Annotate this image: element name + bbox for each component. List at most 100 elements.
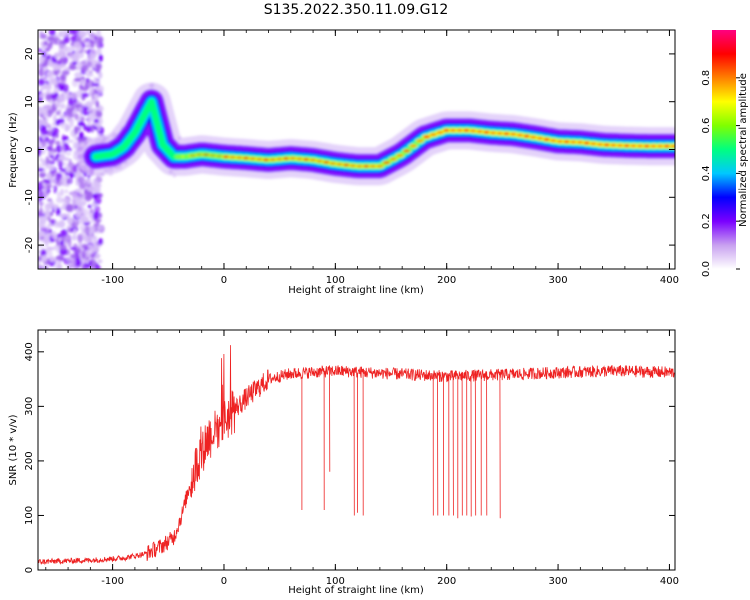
noise-blob xyxy=(43,40,49,46)
noise-blob xyxy=(68,117,74,126)
noise-blob xyxy=(78,106,83,113)
noise-blob xyxy=(90,48,96,55)
noise-blob xyxy=(73,77,82,82)
noise-blob xyxy=(78,50,84,54)
colorbar-ticks: 0.0 0.2 0.4 0.6 0.8 xyxy=(701,70,740,277)
noise-blob xyxy=(63,36,70,44)
ridge-core-peak xyxy=(416,139,424,143)
noise-blob xyxy=(48,202,52,208)
noise-blob xyxy=(54,40,58,45)
noise-blob xyxy=(38,124,42,130)
noise-blob xyxy=(38,171,46,178)
colorbar-gradient xyxy=(712,30,736,269)
noise-blob xyxy=(83,188,88,195)
noise-blob xyxy=(52,34,59,39)
noise-blob xyxy=(45,123,52,129)
noise-blob xyxy=(49,165,55,171)
ridge-core-peak xyxy=(643,144,651,148)
noise-blob xyxy=(92,83,100,87)
noise-blob xyxy=(89,101,96,106)
noise-blob xyxy=(88,104,92,111)
noise-blob xyxy=(39,226,47,230)
ridge-core-peak xyxy=(403,149,411,153)
noise-blob xyxy=(52,114,57,123)
ridge-core-peak xyxy=(262,158,270,162)
noise-blob xyxy=(77,176,86,184)
noise-blob xyxy=(69,173,75,178)
y-tick-label: 10 xyxy=(24,95,35,108)
noise-blob xyxy=(67,53,76,60)
noise-blob xyxy=(47,35,54,42)
ridge-core-peak xyxy=(429,133,437,137)
noise-blob xyxy=(53,265,62,269)
noise-blob xyxy=(66,212,71,219)
noise-blob xyxy=(82,218,90,223)
noise-blob xyxy=(98,54,103,63)
noise-blob xyxy=(38,265,43,269)
ridge-core-peak xyxy=(663,144,671,148)
noise-blob xyxy=(46,45,51,52)
noise-blob xyxy=(95,252,100,260)
noise-blob xyxy=(78,225,87,231)
noise-blob xyxy=(52,66,59,71)
ridge-core-peak xyxy=(443,128,451,132)
noise-blob xyxy=(61,30,68,39)
noise-blob xyxy=(38,197,42,202)
noise-blob xyxy=(64,124,70,132)
noise-blob xyxy=(74,113,79,121)
ridge-core-peak xyxy=(389,157,397,161)
noise-blob xyxy=(93,205,101,215)
noise-blob xyxy=(89,225,96,234)
noise-blob xyxy=(59,244,67,250)
noise-blob xyxy=(38,202,44,207)
noise-blob xyxy=(56,61,63,65)
spectrogram-xlabel: Height of straight line (km) xyxy=(288,285,424,296)
noise-blob xyxy=(68,158,72,164)
colorbar-tick-label: 0.2 xyxy=(701,213,712,229)
noise-blob xyxy=(59,206,64,211)
noise-blob xyxy=(81,250,87,258)
ridge-core-peak xyxy=(543,138,551,141)
noise-blob xyxy=(38,94,43,98)
noise-blob xyxy=(60,188,64,197)
noise-blob xyxy=(90,217,94,224)
noise-blob xyxy=(91,123,95,133)
noise-blob xyxy=(75,90,84,98)
noise-blob xyxy=(93,118,99,124)
noise-blob xyxy=(43,187,47,197)
y-tick-label: 0 xyxy=(24,146,35,152)
noise-blob xyxy=(80,64,88,72)
noise-blob xyxy=(66,217,74,225)
ridge-core-peak xyxy=(282,157,290,160)
snr-panel: -100 0 100 200 300 400 0 100 200 300 400 Height of… xyxy=(8,329,679,596)
noise-blob xyxy=(50,219,55,225)
noise-blob xyxy=(59,74,67,81)
noise-blob xyxy=(62,197,71,204)
noise-blob xyxy=(62,135,69,141)
ridge-core-peak xyxy=(322,160,330,164)
snr-ylabel: SNR (10 * v/v) xyxy=(8,414,19,485)
noise-blob xyxy=(86,61,93,68)
noise-blob xyxy=(41,141,46,148)
noise-blob xyxy=(77,234,83,243)
ridge-core-peak xyxy=(316,159,324,163)
noise-blob xyxy=(97,225,103,231)
y-tick-label: 300 xyxy=(24,397,35,416)
noise-blob xyxy=(98,71,103,79)
noise-blob xyxy=(90,40,95,49)
noise-blob xyxy=(79,113,83,118)
noise-blob xyxy=(65,112,70,121)
noise-blob xyxy=(85,125,93,133)
noise-blob xyxy=(92,242,97,249)
noise-blob xyxy=(87,113,95,122)
noise-blob xyxy=(57,191,61,199)
spectrogram-image xyxy=(38,30,675,269)
noise-blob xyxy=(42,83,47,90)
noise-blob xyxy=(66,178,71,185)
noise-blob xyxy=(77,30,86,38)
noise-blob xyxy=(44,104,53,110)
noise-blob xyxy=(86,30,92,34)
colorbar-tick-label: 0.6 xyxy=(701,118,712,134)
noise-blob xyxy=(73,228,77,235)
